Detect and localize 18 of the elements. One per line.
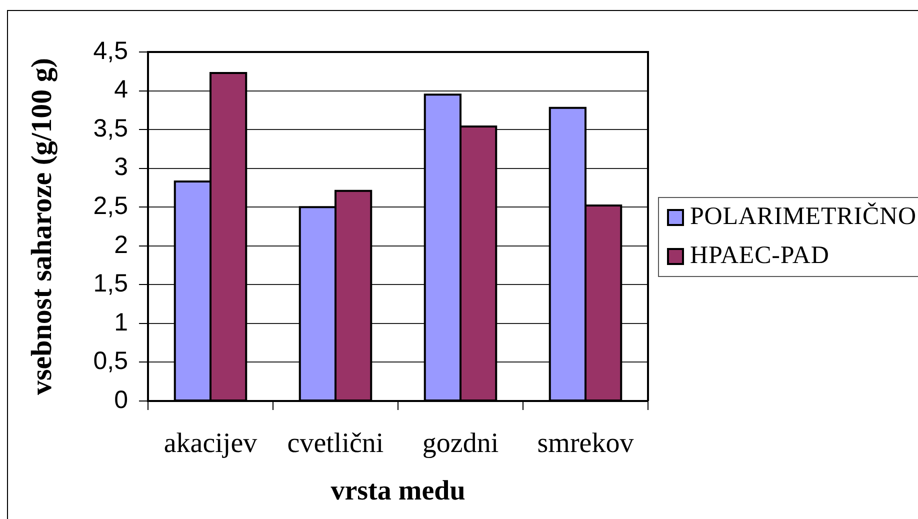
x-tick-label: gozdni bbox=[422, 428, 499, 460]
y-tick-label: 3,5 bbox=[93, 114, 128, 142]
legend-label: HPAEC-PAD bbox=[690, 242, 830, 270]
y-tick-label: 0,5 bbox=[93, 347, 128, 376]
y-axis-title: vsebnost saharoze (g/100 g) bbox=[26, 58, 58, 395]
x-axis-title: vrsta medu bbox=[330, 475, 466, 506]
y-tick-label: 3 bbox=[114, 153, 128, 182]
y-tick-label: 2,5 bbox=[93, 192, 128, 220]
x-tick-label: cvetlični bbox=[287, 428, 384, 460]
y-tick-label: 1 bbox=[114, 308, 128, 336]
y-tick-label: 4 bbox=[114, 76, 128, 104]
y-tick-label: 2 bbox=[114, 230, 128, 259]
x-tick-label: smrekov bbox=[537, 428, 634, 460]
y-tick-label: 4,5 bbox=[93, 36, 128, 65]
legend-label: POLARIMETRIČNO bbox=[690, 203, 916, 231]
x-tick-label: akacijev bbox=[164, 428, 258, 460]
y-tick-label: 0 bbox=[114, 386, 128, 414]
y-tick-label: 1,5 bbox=[93, 270, 128, 298]
